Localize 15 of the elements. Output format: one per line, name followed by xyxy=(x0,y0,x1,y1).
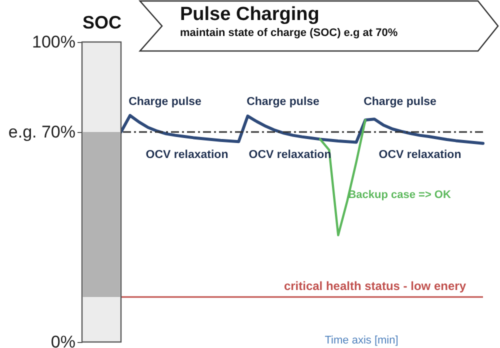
series-label: Backup case => OK xyxy=(348,189,451,202)
annotation: Charge pulse xyxy=(128,96,202,108)
line-series xyxy=(120,114,484,145)
chart-subtitle: maintain state of charge (SOC) e.g at 70% xyxy=(180,27,398,39)
x-axis-title: Time axis [min] xyxy=(324,334,398,346)
annotation: Charge pulse xyxy=(246,96,320,108)
y-tick-label: e.g. 70% xyxy=(8,122,76,142)
annotation: OCV relaxation xyxy=(146,149,228,161)
y-tick-label: 0% xyxy=(50,332,76,348)
annotation: OCV relaxation xyxy=(378,149,462,161)
ref-line-label: critical health status - low enery xyxy=(284,279,466,293)
annotation: Charge pulse xyxy=(364,96,436,108)
y-tick-label: 100% xyxy=(32,32,76,52)
y-axis-title: SOC xyxy=(82,12,122,32)
chart-title: Pulse Charging xyxy=(180,4,320,25)
